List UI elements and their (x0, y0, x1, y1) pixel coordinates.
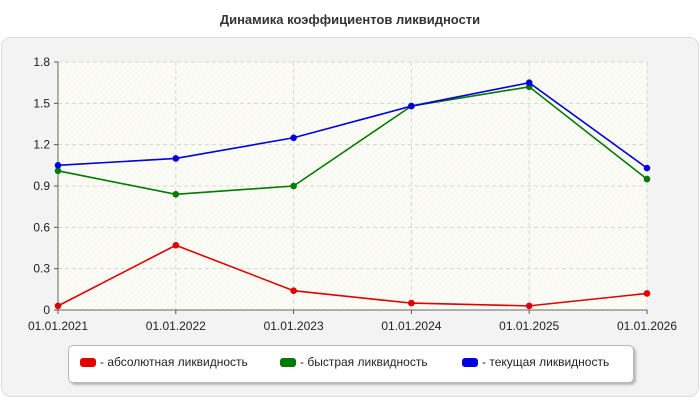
data-point-quick (172, 190, 180, 198)
data-point-absolute (525, 302, 533, 310)
series-line-absolute (57, 244, 648, 307)
data-point-current (408, 102, 415, 110)
x-tick-label: 01.01.2022 (146, 319, 206, 333)
data-point-current (525, 79, 533, 86)
legend-label-absolute: - абсолютная ликвидность (100, 355, 248, 369)
series-line-current (57, 81, 648, 169)
chart-legend: - абсолютная ликвидность - быстрая ликви… (68, 345, 634, 383)
legend-swatch-quick (280, 357, 296, 367)
data-point-current (54, 162, 62, 169)
data-point-absolute (54, 302, 62, 310)
data-point-absolute (408, 299, 415, 307)
data-point-current (643, 164, 651, 172)
y-tick-label: 0.3 (33, 262, 50, 276)
legend-item-current: - текущая ликвидность (462, 355, 609, 369)
legend-item-quick: - быстрая ликвидность (280, 355, 428, 369)
data-point-quick (643, 175, 651, 183)
y-tick-label: 1.8 (33, 55, 50, 69)
y-tick-label: 0 (43, 303, 50, 317)
legend-label-current: - текущая ликвидность (482, 355, 610, 369)
x-tick-label: 01.01.2024 (381, 319, 441, 333)
data-point-absolute (643, 290, 651, 297)
y-tick-label: 1.5 (33, 96, 50, 110)
legend-item-absolute: - абсолютная ликвидность (80, 355, 248, 369)
data-point-quick (290, 182, 297, 190)
x-tick-label: 01.01.2021 (28, 319, 88, 333)
chart-title: Динамика коэффициентов ликвидности (219, 12, 481, 27)
data-point-absolute (290, 287, 297, 295)
data-point-quick (54, 167, 62, 175)
data-point-current (172, 155, 180, 162)
x-tick-label: 01.01.2025 (499, 319, 559, 333)
y-tick-label: 1.2 (33, 138, 50, 152)
legend-label-quick: - быстрая ликвидность (300, 355, 428, 369)
y-tick-label: 0.9 (33, 179, 50, 193)
series-line-quick (57, 85, 648, 196)
data-point-absolute (172, 241, 180, 249)
legend-swatch-absolute (80, 357, 96, 367)
data-point-current (290, 134, 297, 142)
x-tick-label: 01.01.2026 (617, 319, 677, 333)
x-tick-label: 01.01.2023 (264, 319, 324, 333)
y-tick-label: 0.6 (33, 220, 50, 234)
legend-swatch-current (462, 357, 478, 367)
